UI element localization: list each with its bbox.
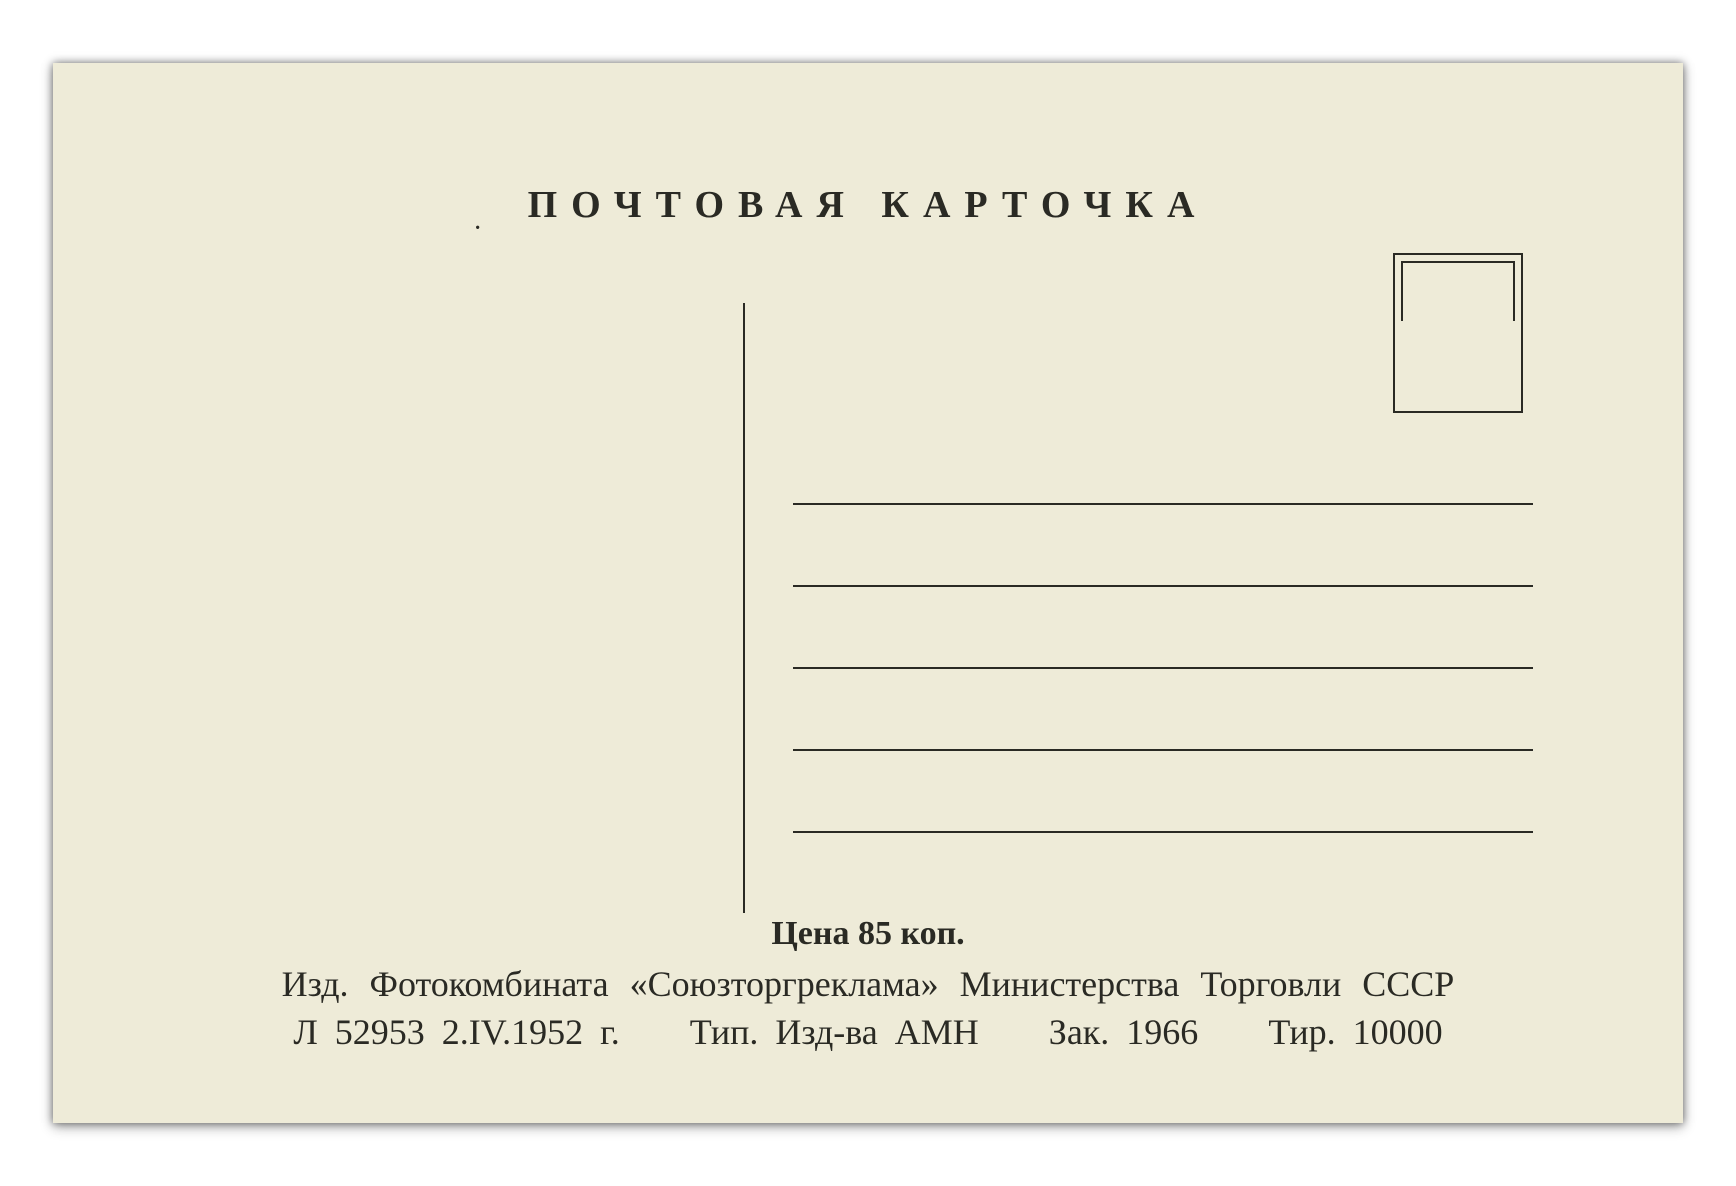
center-divider [743,303,745,913]
price-label: Цена 85 коп. [53,915,1683,953]
address-line [793,503,1533,505]
publisher-line: Изд. Фотокомбината «Союзторгреклама» Мин… [53,963,1683,1005]
address-line [793,585,1533,587]
order-number: Зак. 1966 [1049,1011,1199,1053]
address-line [793,831,1533,833]
stray-mark: · [473,213,482,245]
circulation: Тир. 10000 [1268,1011,1442,1053]
footer: Цена 85 коп. Изд. Фотокомбината «Союзтор… [53,915,1683,1053]
address-line [793,667,1533,669]
details-line: Л 52953 2.IV.1952 г. Тип. Изд-ва АМН Зак… [53,1011,1683,1053]
stamp-box [1393,253,1523,413]
license-date: Л 52953 2.IV.1952 г. [293,1011,619,1053]
typography: Тип. Изд-ва АМН [690,1011,979,1053]
address-lines [793,503,1533,913]
address-line [793,749,1533,751]
stamp-box-inner [1401,261,1515,321]
postcard: · ПОЧТОВАЯ КАРТОЧКА Цена 85 коп. Изд. Фо… [53,63,1683,1123]
postcard-title: ПОЧТОВАЯ КАРТОЧКА [113,183,1623,227]
